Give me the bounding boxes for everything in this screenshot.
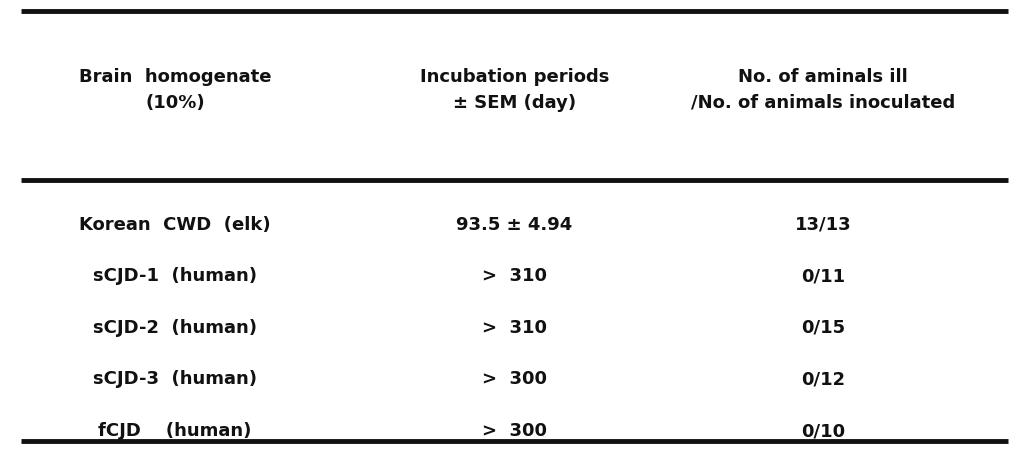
Text: >  300: > 300	[482, 422, 547, 440]
Text: fCJD    (human): fCJD (human)	[98, 422, 252, 440]
Text: sCJD-3  (human): sCJD-3 (human)	[93, 370, 257, 388]
Text: No. of aminals ill
/No. of animals inoculated: No. of aminals ill /No. of animals inocu…	[691, 68, 955, 112]
Text: 0/10: 0/10	[802, 422, 845, 440]
Text: sCJD-2  (human): sCJD-2 (human)	[93, 319, 257, 337]
Text: 13/13: 13/13	[794, 216, 852, 233]
Text: 93.5 ± 4.94: 93.5 ± 4.94	[457, 216, 572, 233]
Text: >  310: > 310	[482, 267, 547, 285]
Text: >  310: > 310	[482, 319, 547, 337]
Text: 0/12: 0/12	[802, 370, 845, 388]
Text: Korean  CWD  (elk): Korean CWD (elk)	[79, 216, 271, 233]
Text: 0/11: 0/11	[802, 267, 845, 285]
Text: Incubation periods
± SEM (day): Incubation periods ± SEM (day)	[420, 68, 609, 112]
Text: Brain  homogenate
(10%): Brain homogenate (10%)	[78, 68, 272, 112]
Text: 0/15: 0/15	[802, 319, 845, 337]
Text: >  300: > 300	[482, 370, 547, 388]
Text: sCJD-1  (human): sCJD-1 (human)	[93, 267, 257, 285]
